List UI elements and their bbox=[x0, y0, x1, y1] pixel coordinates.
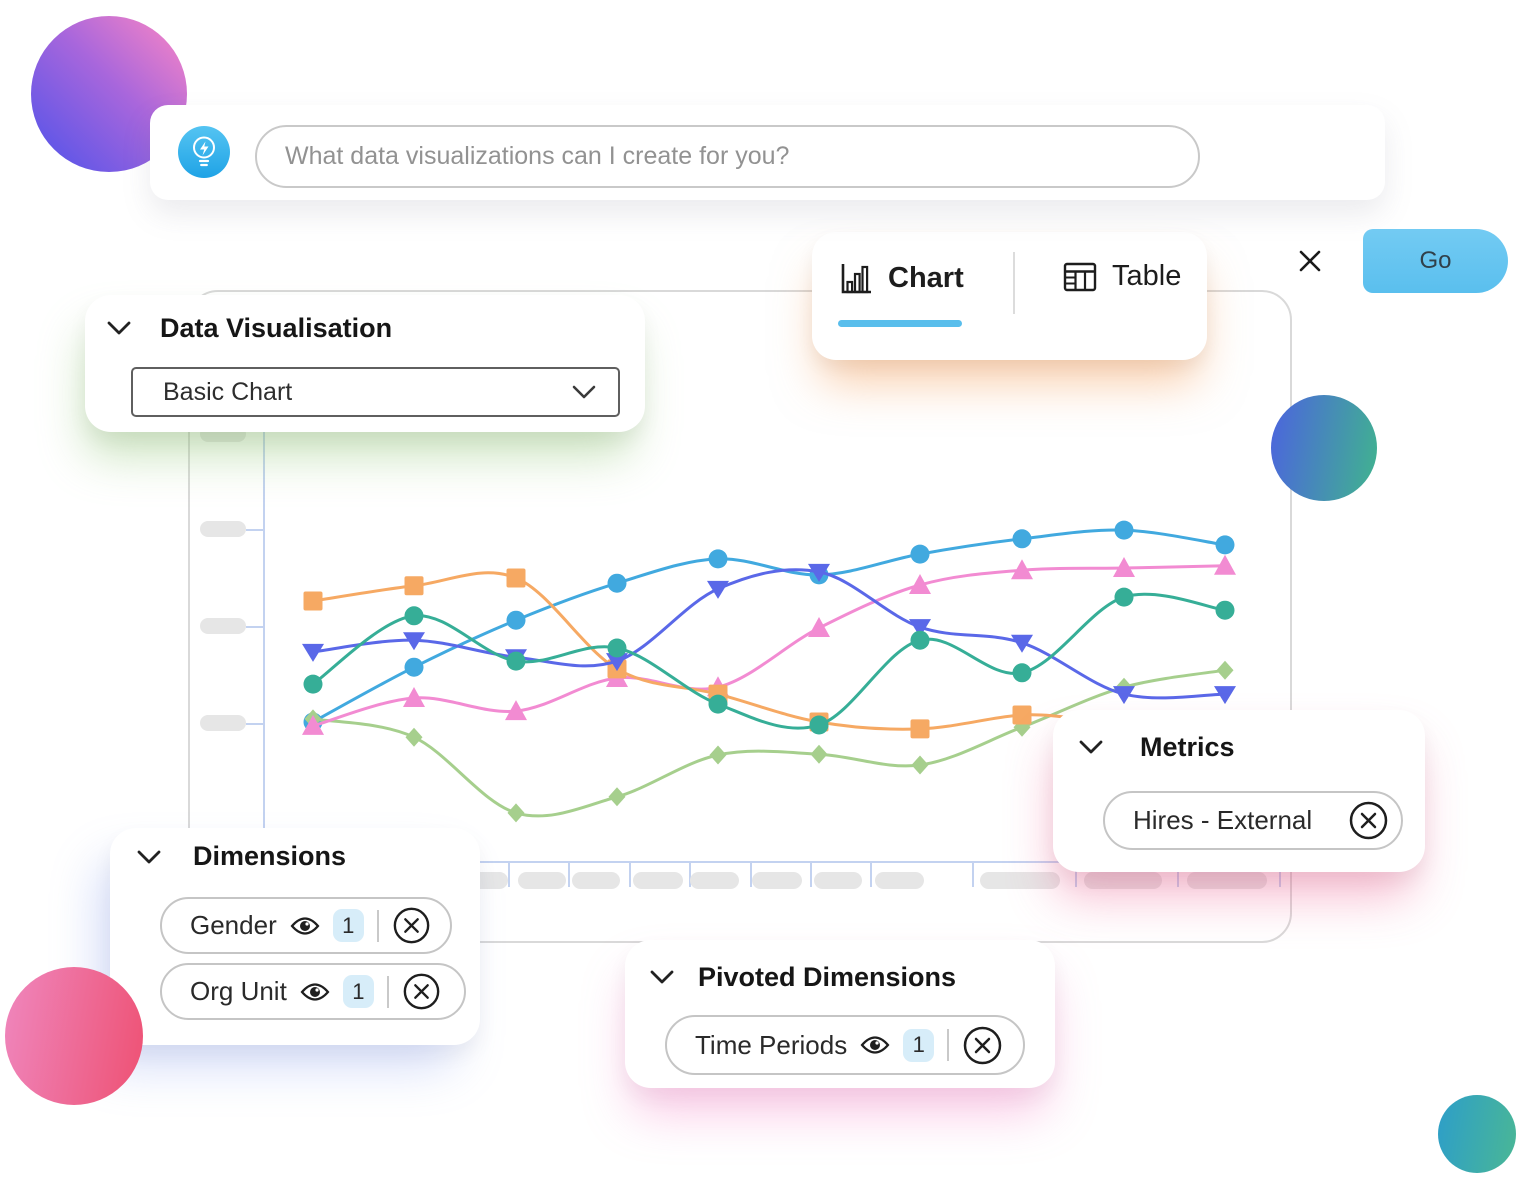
bar-chart-icon bbox=[841, 264, 871, 294]
axis-line bbox=[689, 863, 691, 887]
chip-divider bbox=[386, 975, 389, 1008]
chevron-down-icon bbox=[1079, 740, 1103, 753]
axis-line bbox=[246, 626, 263, 628]
collapse-dimensions-button[interactable] bbox=[135, 848, 163, 868]
axis-label-skeleton bbox=[518, 872, 566, 889]
selection-count-badge: 1 bbox=[342, 975, 374, 1008]
table-icon bbox=[1063, 262, 1097, 291]
view-switcher-card: Chart Table bbox=[812, 232, 1207, 360]
axis-label-skeleton bbox=[1187, 872, 1267, 889]
axis-line bbox=[263, 861, 1283, 863]
axis-label-skeleton bbox=[814, 872, 862, 889]
axis-label-skeleton bbox=[200, 618, 246, 634]
axis-line bbox=[508, 863, 510, 887]
axis-line bbox=[1279, 863, 1281, 887]
selection-count-badge: 1 bbox=[903, 1028, 935, 1062]
remove-dimension-button[interactable] bbox=[392, 906, 431, 945]
pivoted-dimensions-panel: Pivoted Dimensions Time Periods 1 bbox=[625, 940, 1055, 1088]
axis-line bbox=[1177, 863, 1179, 887]
metrics-panel: Metrics Hires - External bbox=[1053, 710, 1425, 872]
chip-divider bbox=[947, 1029, 950, 1061]
remove-pivoted-dimension-button[interactable] bbox=[962, 1025, 1003, 1066]
lightbulb-idea-icon bbox=[178, 126, 230, 178]
chevron-down-icon bbox=[650, 970, 674, 983]
data-visualisation-title: Data Visualisation bbox=[160, 313, 393, 343]
chart-type-selected-value: Basic Chart bbox=[163, 377, 293, 406]
visibility-toggle-button[interactable] bbox=[290, 915, 320, 937]
axis-line bbox=[246, 529, 263, 531]
axis-line bbox=[629, 863, 631, 887]
axis-line bbox=[810, 863, 812, 887]
visibility-toggle-button[interactable] bbox=[300, 981, 330, 1003]
pivoted-chip-time-periods: Time Periods 1 bbox=[665, 1015, 1025, 1075]
metric-chip-label: Hires - External bbox=[1133, 805, 1313, 835]
tab-chart[interactable]: Chart bbox=[838, 260, 964, 296]
axis-label-skeleton bbox=[752, 872, 802, 889]
tab-table-label: Table bbox=[1112, 260, 1182, 292]
eye-icon bbox=[860, 1036, 890, 1054]
close-icon bbox=[1299, 250, 1321, 271]
pivoted-dimensions-title: Pivoted Dimensions bbox=[698, 962, 957, 992]
decorative-gradient-circle-right bbox=[1271, 395, 1377, 501]
axis-line bbox=[972, 863, 974, 887]
chevron-down-icon bbox=[107, 321, 131, 334]
axis-label-skeleton bbox=[1084, 872, 1162, 889]
axis-line bbox=[263, 426, 265, 863]
clear-search-button[interactable] bbox=[1295, 247, 1325, 277]
chevron-down-icon bbox=[137, 850, 161, 863]
eye-icon bbox=[300, 982, 330, 1001]
axis-label-skeleton bbox=[690, 872, 739, 889]
ai-search-bar: Go bbox=[150, 105, 1508, 293]
decorative-gradient-circle-bottom-right bbox=[1438, 1095, 1516, 1173]
axis-line bbox=[246, 723, 263, 725]
dimension-chip-label: Gender bbox=[190, 910, 277, 940]
pivoted-chip-label: Time Periods bbox=[695, 1029, 848, 1060]
chart-type-select[interactable]: Basic Chart bbox=[131, 367, 620, 417]
remove-circle-icon bbox=[393, 907, 430, 944]
axis-label-skeleton bbox=[572, 872, 620, 889]
axis-line bbox=[750, 863, 752, 887]
tab-table[interactable]: Table bbox=[1062, 260, 1181, 293]
axis-line bbox=[870, 863, 872, 887]
tab-divider bbox=[1013, 252, 1015, 314]
remove-dimension-button[interactable] bbox=[402, 972, 441, 1011]
active-tab-indicator bbox=[838, 320, 962, 327]
axis-label-skeleton bbox=[200, 521, 246, 537]
dimensions-panel: Dimensions Gender 1 Org Unit bbox=[110, 828, 480, 1045]
axis-label-skeleton bbox=[980, 872, 1060, 889]
selection-count-badge: 1 bbox=[332, 909, 364, 942]
dimensions-title: Dimensions bbox=[193, 841, 347, 871]
axis-label-skeleton bbox=[200, 715, 246, 731]
remove-circle-icon bbox=[1349, 801, 1388, 840]
remove-circle-icon bbox=[403, 973, 440, 1010]
chevron-down-icon bbox=[572, 385, 596, 398]
axis-line bbox=[568, 863, 570, 887]
eye-icon bbox=[290, 916, 320, 935]
collapse-pivoted-dimensions-button[interactable] bbox=[648, 968, 676, 988]
dimension-chip-org-unit: Org Unit 1 bbox=[160, 963, 466, 1020]
tab-chart-label: Chart bbox=[888, 261, 964, 294]
dimension-chip-gender: Gender 1 bbox=[160, 897, 452, 954]
data-visualisation-panel: Data Visualisation Basic Chart bbox=[85, 295, 645, 432]
go-button[interactable]: Go bbox=[1363, 229, 1508, 293]
metrics-title: Metrics bbox=[1140, 732, 1235, 762]
decorative-gradient-circle-bottom-left bbox=[5, 967, 143, 1105]
axis-line bbox=[1075, 863, 1077, 887]
search-input[interactable] bbox=[255, 125, 1200, 188]
dimension-chip-label: Org Unit bbox=[190, 976, 287, 1006]
visibility-toggle-button[interactable] bbox=[860, 1034, 890, 1056]
collapse-metrics-button[interactable] bbox=[1077, 738, 1105, 758]
metric-chip-hires-external: Hires - External bbox=[1103, 791, 1403, 850]
axis-label-skeleton bbox=[633, 872, 683, 889]
collapse-data-visualisation-button[interactable] bbox=[105, 319, 133, 339]
remove-circle-icon bbox=[963, 1026, 1002, 1064]
remove-metric-button[interactable] bbox=[1348, 800, 1389, 841]
axis-label-skeleton bbox=[875, 872, 924, 889]
chip-divider bbox=[376, 909, 379, 942]
